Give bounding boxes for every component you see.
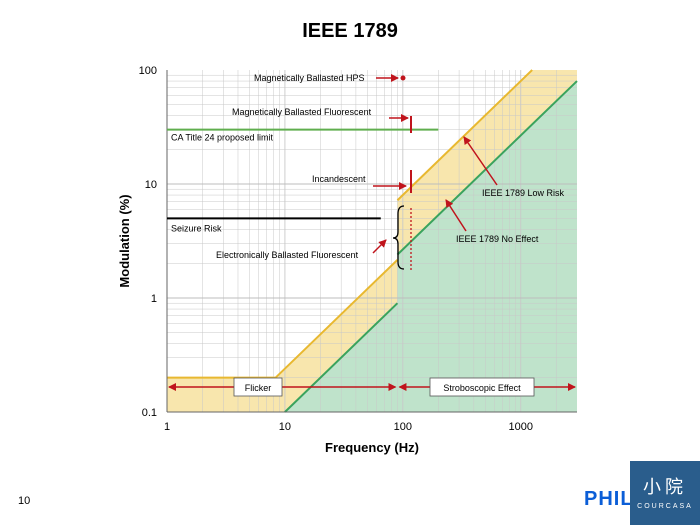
magnetic-fluorescent-label: Magnetically Ballasted Fluorescent [232,107,372,117]
electronic-fluorescent-label: Electronically Ballasted Fluorescent [216,250,359,260]
low-risk-boundary-line [396,69,533,201]
flicker-box [233,377,283,397]
x-tick-label: 10 [279,421,291,433]
no-effect-boundary-line [396,80,578,256]
no-effect-area [284,81,577,413]
x-tick-label: 100 [394,421,412,433]
y-axis-label: Modulation (%) [117,194,132,287]
hps-marker [400,75,406,81]
low-risk-label: IEEE 1789 Low Risk [482,188,565,198]
no-effect-boundary-line [284,302,399,413]
badge-chinese-text: 小院 [643,477,687,498]
brand-logo: PHILIPS [584,488,630,510]
x-axis-label: Frequency (Hz) [325,440,419,455]
slide-title: IEEE 1789 [302,20,398,42]
x-tick-label: 1000 [508,421,532,433]
electronic-fluorescent-bracket [392,205,405,270]
page-number: 10 [18,495,31,507]
y-tick-label: 10 [145,179,157,191]
seizure-risk-label: Seizure Risk [171,223,222,233]
stroboscopic-label: Stroboscopic Effect [443,383,521,393]
electronic-fluorescent-arrow [372,239,387,254]
y-tick-label: 1 [151,293,157,305]
hps-label: Magnetically Ballasted HPS [254,73,365,83]
watermark-badge: 小院 COURCASA [630,461,700,525]
badge-english-text: COURCASA [637,503,693,510]
flicker-label: Flicker [245,383,272,393]
y-tick-label: 100 [139,65,157,77]
low-risk-arrow [463,136,498,186]
no-effect-label: IEEE 1789 No Effect [456,234,539,244]
stroboscopic-box [429,377,535,397]
ca-title24-label: CA Title 24 proposed limit [171,133,274,143]
x-tick-label: 1 [164,421,170,433]
y-tick-label: 0.1 [142,407,157,419]
no-effect-arrow [445,199,467,232]
incandescent-label: Incandescent [312,174,366,184]
